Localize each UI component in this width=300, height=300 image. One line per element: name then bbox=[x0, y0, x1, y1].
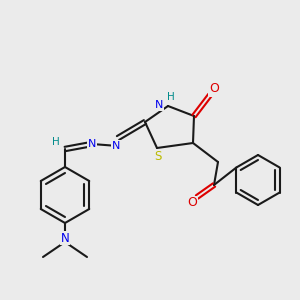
Text: O: O bbox=[187, 196, 197, 209]
Text: H: H bbox=[167, 92, 175, 102]
Text: H: H bbox=[52, 137, 60, 147]
Text: N: N bbox=[155, 100, 163, 110]
Text: N: N bbox=[61, 232, 69, 244]
Text: S: S bbox=[154, 149, 162, 163]
Text: O: O bbox=[209, 82, 219, 95]
Text: N: N bbox=[112, 141, 120, 151]
Text: N: N bbox=[88, 139, 96, 149]
